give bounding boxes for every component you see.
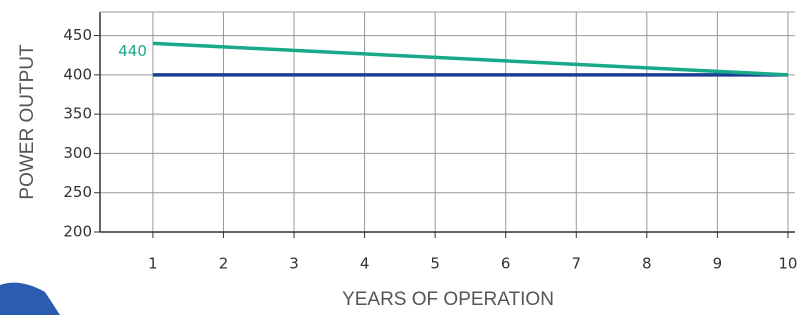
y-tick-label: 300 xyxy=(63,144,92,162)
x-tick-label: 4 xyxy=(360,255,370,273)
chart: YEARS OF OPERATION POWER OUTPUT 200 250 30… xyxy=(0,0,798,315)
product-image-fragment xyxy=(0,283,60,315)
x-axis-title: YEARS OF OPERATION xyxy=(342,289,554,310)
x-tick-label: 8 xyxy=(642,255,652,273)
x-tick-label: 5 xyxy=(430,255,440,273)
x-tick-label: 6 xyxy=(501,255,511,273)
x-tick-label: 9 xyxy=(713,255,723,273)
y-tick-label: 200 xyxy=(63,223,92,241)
x-tick-label: 10 xyxy=(778,255,797,273)
y-tick-label: 250 xyxy=(63,183,92,201)
x-tick-label: 7 xyxy=(571,255,581,273)
y-tick-label: 350 xyxy=(63,105,92,123)
y-axis-title: POWER OUTPUT xyxy=(17,44,38,200)
y-tick-label: 450 xyxy=(63,26,92,44)
data-label: 440 xyxy=(118,42,147,60)
x-tick-label: 3 xyxy=(289,255,299,273)
x-tick-label: 2 xyxy=(219,255,229,273)
x-tick-label: 1 xyxy=(148,255,158,273)
y-tick-label: 400 xyxy=(63,65,92,83)
line xyxy=(153,43,788,74)
